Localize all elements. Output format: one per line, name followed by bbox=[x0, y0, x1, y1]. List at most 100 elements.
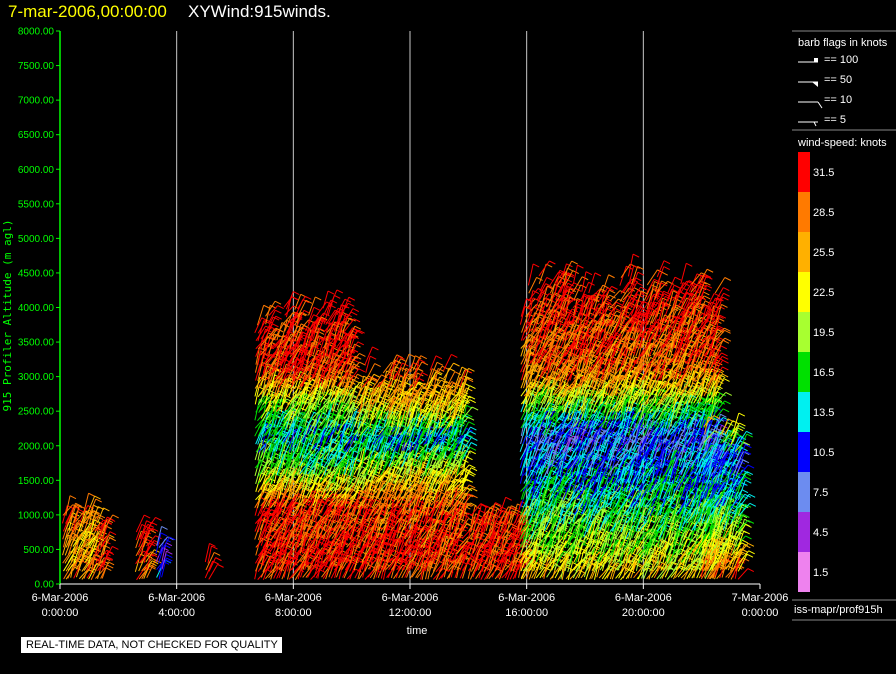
wind-barb bbox=[310, 363, 319, 382]
wind-barb-flag bbox=[435, 355, 443, 360]
wind-barb bbox=[263, 412, 269, 429]
wind-barb bbox=[262, 491, 272, 509]
wind-barb bbox=[102, 534, 109, 555]
wind-barb bbox=[143, 560, 153, 572]
wind-barb bbox=[314, 377, 321, 396]
wind-barb bbox=[262, 363, 269, 382]
wind-barb bbox=[70, 529, 81, 547]
wind-barb bbox=[259, 522, 268, 538]
wind-barb-flag bbox=[145, 554, 153, 559]
wind-barb-flag bbox=[373, 373, 381, 378]
wind-barb bbox=[291, 312, 297, 332]
wind-barb bbox=[266, 463, 275, 476]
wind-barb bbox=[314, 460, 323, 475]
wind-barb-flag bbox=[334, 294, 341, 299]
wind-barb bbox=[278, 374, 289, 388]
wind-barb bbox=[289, 402, 296, 421]
wind-barb-flag bbox=[109, 531, 117, 536]
wind-barb bbox=[273, 561, 282, 579]
wind-barb bbox=[265, 523, 273, 540]
wind-barb bbox=[301, 393, 310, 411]
wind-barb bbox=[267, 334, 278, 348]
wind-barb bbox=[280, 374, 292, 389]
wind-barb-flag bbox=[93, 510, 100, 514]
wind-barb bbox=[312, 500, 320, 522]
wind-barb-flag bbox=[468, 421, 475, 426]
wind-barb-flag bbox=[471, 406, 479, 411]
wind-barb-flag bbox=[303, 309, 311, 314]
wind-barb bbox=[300, 512, 305, 530]
wind-barb bbox=[306, 342, 313, 364]
wind-barb-flag bbox=[351, 311, 358, 316]
wind-barb bbox=[296, 425, 305, 445]
wind-barb bbox=[302, 545, 310, 562]
wind-barb-flag bbox=[262, 356, 270, 361]
wind-barb bbox=[292, 517, 298, 539]
wind-barb bbox=[312, 384, 318, 403]
wind-barb bbox=[314, 432, 322, 451]
wind-barb-flag bbox=[453, 362, 460, 367]
wind-barb bbox=[207, 545, 212, 564]
wind-barb-flag bbox=[286, 398, 293, 403]
wind-barb bbox=[276, 487, 282, 508]
wind-barb bbox=[271, 537, 280, 556]
wind-barb-flag bbox=[302, 560, 310, 565]
wind-barb bbox=[304, 446, 314, 459]
wind-barb bbox=[69, 523, 78, 539]
wind-barb-flag bbox=[327, 290, 335, 295]
wind-barb bbox=[291, 326, 302, 340]
wind-barb bbox=[91, 530, 100, 549]
wind-barb bbox=[262, 544, 269, 564]
wind-barb bbox=[135, 524, 143, 541]
wind-barb bbox=[314, 316, 322, 332]
wind-barb-flag bbox=[74, 534, 82, 539]
wind-barb-flag bbox=[327, 475, 334, 479]
wind-barb-flag bbox=[348, 302, 355, 307]
wind-barb bbox=[296, 388, 305, 405]
wind-barb-flag bbox=[310, 554, 317, 559]
wind-barb bbox=[259, 400, 270, 411]
wind-barb bbox=[309, 463, 319, 477]
wind-barb-flag bbox=[88, 531, 95, 535]
wind-barb bbox=[267, 497, 273, 515]
wind-barb bbox=[254, 317, 263, 334]
wind-barb bbox=[286, 423, 294, 445]
wind-barb bbox=[314, 382, 323, 404]
wind-barb-flag bbox=[336, 289, 344, 294]
wind-barb bbox=[80, 549, 92, 564]
wind-barb bbox=[310, 421, 318, 437]
wind-barb bbox=[268, 328, 278, 340]
wind-barb bbox=[257, 343, 263, 366]
wind-barb bbox=[317, 554, 328, 571]
wind-barb-flag bbox=[95, 498, 103, 503]
wind-barb bbox=[75, 544, 83, 562]
wind-barb bbox=[158, 536, 168, 548]
wind-barb-flag bbox=[166, 550, 173, 555]
wind-barb bbox=[143, 562, 151, 579]
wind-barb bbox=[305, 314, 314, 332]
wind-barb bbox=[302, 363, 312, 379]
wind-barb bbox=[255, 553, 264, 572]
wind-barb-flag bbox=[305, 295, 312, 300]
wind-barb-flag bbox=[94, 556, 101, 561]
wind-barb bbox=[267, 315, 277, 332]
wind-barb-flag bbox=[307, 479, 314, 484]
wind-barb bbox=[289, 452, 300, 469]
wind-barb-flag bbox=[265, 420, 272, 425]
wind-barb bbox=[276, 322, 283, 341]
wind-barb bbox=[278, 433, 284, 451]
wind-barb-flag bbox=[146, 539, 154, 543]
wind-barb bbox=[81, 509, 89, 525]
wind-barb bbox=[269, 380, 278, 397]
wind-barb bbox=[259, 509, 272, 523]
chart-date-title: 7-mar-2006,00:00:00 bbox=[8, 2, 167, 21]
wind-barb bbox=[260, 384, 266, 403]
wind-barb bbox=[294, 381, 301, 398]
wind-barb bbox=[292, 391, 302, 404]
wind-barb bbox=[65, 558, 75, 572]
wind-barb bbox=[288, 347, 299, 366]
wind-barb bbox=[273, 441, 279, 460]
wind-barb bbox=[280, 364, 287, 381]
wind-barb bbox=[263, 323, 273, 342]
wind-barb bbox=[289, 330, 297, 350]
